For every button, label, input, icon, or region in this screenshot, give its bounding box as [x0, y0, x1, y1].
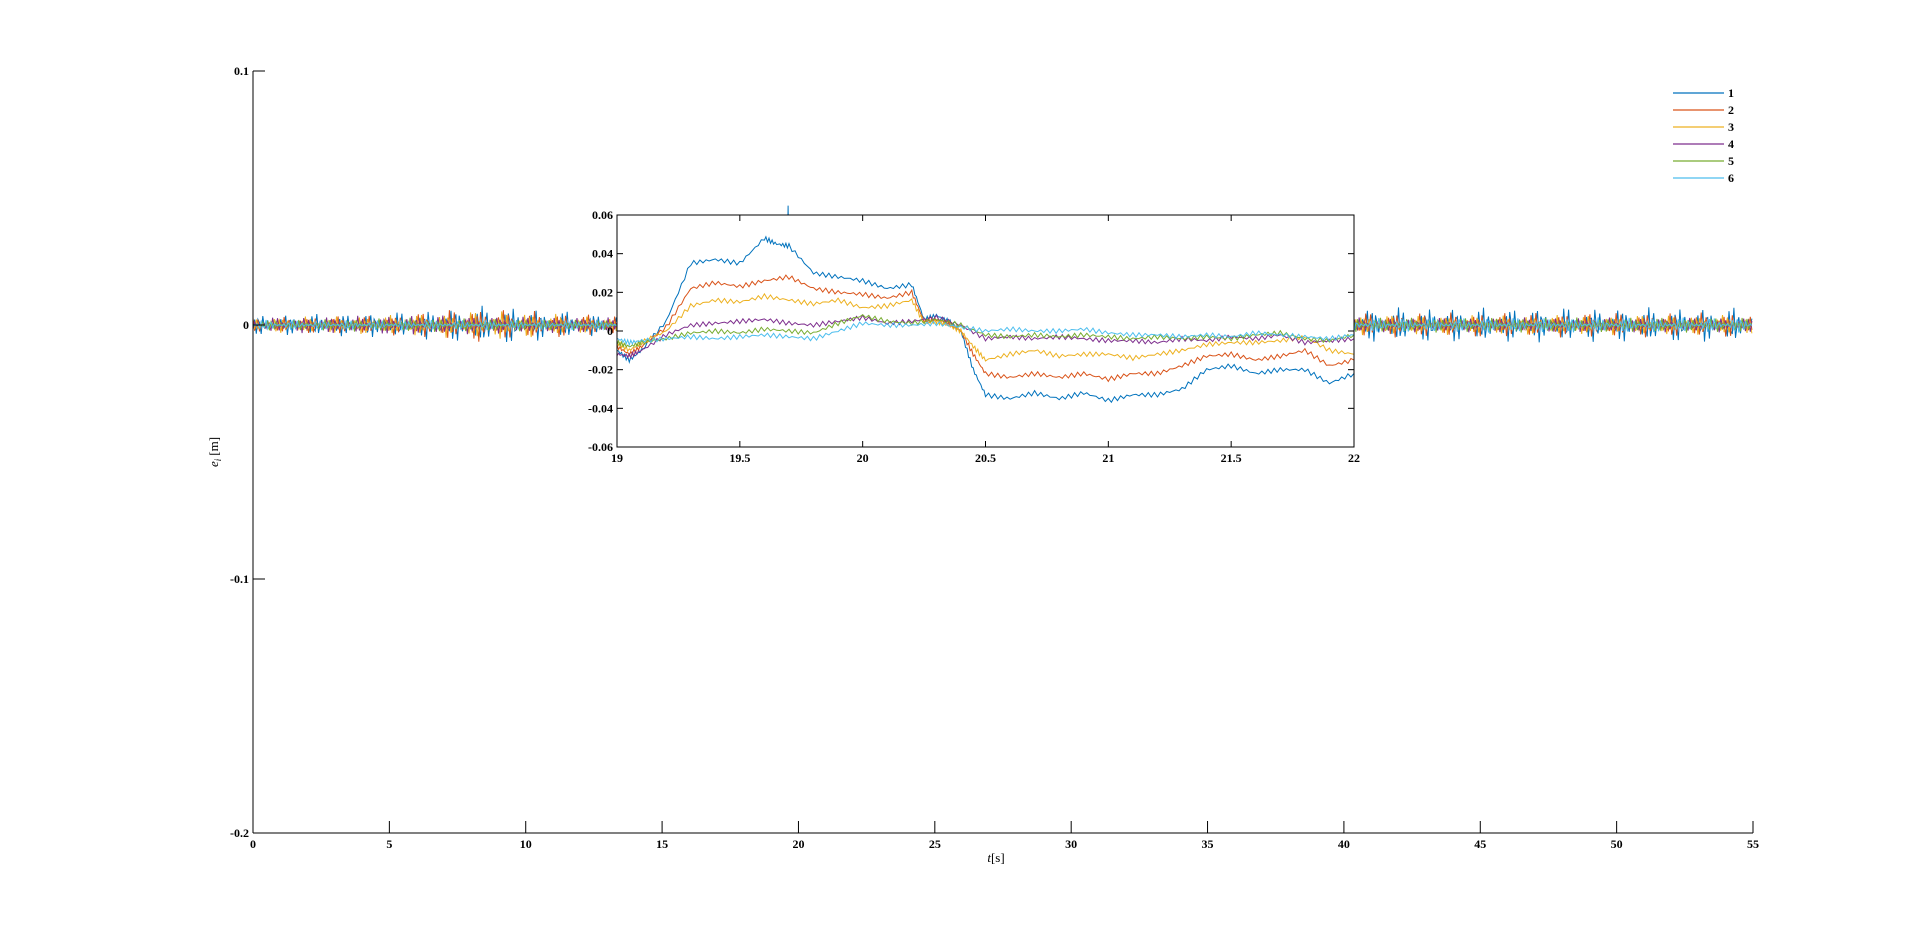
- inset-background: [617, 215, 1354, 447]
- legend-label-2: 2: [1728, 103, 1734, 117]
- inset-x-tick-label: 19.5: [729, 451, 750, 465]
- x-tick-label: 35: [1202, 837, 1214, 851]
- inset-series-lines: [617, 235, 1354, 404]
- y-tick-label: 0: [243, 318, 249, 332]
- inset-series-line-6: [617, 320, 1354, 347]
- inset-y-tick-label: -0.02: [588, 363, 613, 377]
- x-tick-label: 30: [1065, 837, 1077, 851]
- legend-label-1: 1: [1728, 86, 1734, 100]
- main-axes: 0 5 10 15 20 25 30 35 40 45 50 550.10-0.1-0.2: [230, 64, 1759, 851]
- x-axis-label: t[s]: [987, 850, 1004, 865]
- legend-label-4: 4: [1728, 137, 1734, 151]
- inset-x-tick-label: 21: [1102, 451, 1114, 465]
- inset-x-tick-label: 21.5: [1221, 451, 1242, 465]
- inset-y-tick-label: -0.06: [588, 440, 613, 454]
- inset-x-tick-label: 19: [611, 451, 623, 465]
- legend-label-5: 5: [1728, 154, 1734, 168]
- inset-axes: 19 19.5 20 20.5 21 21.5 22 0.06 0.04 0.02 0 -0.02 -0…: [588, 208, 1360, 465]
- inset-series-line-5: [617, 314, 1354, 348]
- x-tick-label: 0: [250, 837, 256, 851]
- legend: 1 2 3 4 5 6: [1673, 86, 1734, 185]
- x-tick-label: 55: [1747, 837, 1759, 851]
- x-tick-label: 5: [386, 837, 392, 851]
- inset-y-tick-label: -0.04: [588, 401, 613, 415]
- legend-label-6: 6: [1728, 171, 1734, 185]
- inset-x-tick-label: 20: [857, 451, 869, 465]
- inset-y-tick-label: 0: [607, 324, 613, 338]
- legend-label-3: 3: [1728, 120, 1734, 134]
- inset-plot: 19 19.5 20 20.5 21 21.5 22 0.06 0.04 0.02 0 -0.02 -0…: [588, 208, 1360, 465]
- x-tick-label: 45: [1474, 837, 1486, 851]
- y-tick-label: -0.2: [230, 826, 249, 840]
- y-tick-label: -0.1: [230, 572, 249, 586]
- y-tick-label: 0.1: [234, 64, 249, 78]
- x-tick-label: 10: [520, 837, 532, 851]
- y-axis-label: ei[m]: [206, 437, 223, 467]
- inset-series-line-2: [617, 274, 1354, 383]
- x-tick-label: 20: [792, 837, 804, 851]
- x-tick-label: 50: [1611, 837, 1623, 851]
- x-tick-label: 25: [929, 837, 941, 851]
- inset-series-line-3: [617, 292, 1354, 362]
- inset-y-tick-label: 0.04: [592, 247, 613, 261]
- inset-x-tick-label: 22: [1348, 451, 1360, 465]
- x-tick-label: 15: [656, 837, 668, 851]
- inset-y-tick-label: 0.02: [592, 285, 613, 299]
- x-tick-label: 40: [1338, 837, 1350, 851]
- inset-x-tick-label: 20.5: [975, 451, 996, 465]
- inset-y-tick-label: 0.06: [592, 208, 613, 222]
